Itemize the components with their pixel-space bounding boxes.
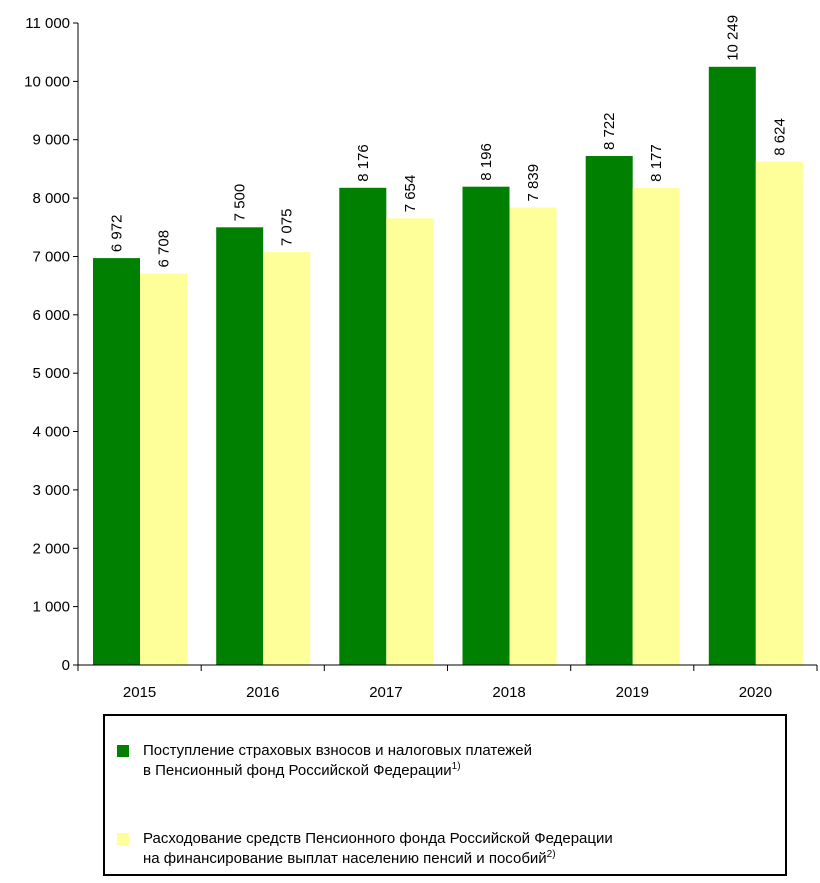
y-tick-label: 9 000 xyxy=(32,132,70,149)
y-tick-label: 7 000 xyxy=(32,249,70,266)
bar-receipts-2017 xyxy=(339,187,387,666)
x-tick-label-2019: 2019 xyxy=(616,684,649,701)
data-label-expenditure-2018: 7 839 xyxy=(525,164,542,202)
bar-expenditure-2016 xyxy=(263,252,311,665)
bar-receipts-2015 xyxy=(93,258,140,665)
footnote-1: 1) xyxy=(451,761,461,772)
y-tick-label: 4 000 xyxy=(32,424,70,441)
legend-text-receipts: Поступление страховых взносов и налоговы… xyxy=(143,741,532,781)
legend-item-receipts: Поступление страховых взносов и налоговы… xyxy=(117,741,532,781)
data-label-expenditure-2019: 8 177 xyxy=(648,144,665,182)
bar-receipts-2018 xyxy=(462,186,510,665)
legend-receipts-line1: Поступление страховых взносов и налоговы… xyxy=(143,742,533,759)
footnote-2: 2) xyxy=(546,849,556,860)
legend-expenditure-line2: на финансирование выплат населению пенси… xyxy=(143,850,547,867)
y-tick-label: 0 xyxy=(62,657,70,674)
data-label-receipts-2020: 10 249 xyxy=(724,15,741,61)
data-label-receipts-2016: 7 500 xyxy=(232,184,249,222)
legend-item-expenditure: Расходование средств Пенсионного фонда Р… xyxy=(117,829,613,869)
bars-group xyxy=(93,66,803,666)
bar-receipts-2020 xyxy=(708,66,756,666)
bar-expenditure-2019 xyxy=(632,187,680,666)
legend: Поступление страховых взносов и налоговы… xyxy=(103,714,787,876)
data-label-receipts-2017: 8 176 xyxy=(355,144,372,182)
legend-swatch-yellow xyxy=(117,833,129,845)
data-label-expenditure-2017: 7 654 xyxy=(402,175,419,213)
bar-expenditure-2015 xyxy=(140,273,187,665)
y-tick-label: 2 000 xyxy=(32,540,70,557)
data-labels-group: 6 972 6 708 7 500 7 075 8 176 7 654 8 196 7 839… xyxy=(109,15,789,268)
y-tick-label: 1 000 xyxy=(32,599,70,616)
bar-chart: 6 972 6 708 7 500 7 075 8 176 7 654 8 196 7 839… xyxy=(24,15,818,701)
legend-receipts-line2: в Пенсионный фонд Российской Федерации xyxy=(143,762,452,779)
bar-receipts-2016 xyxy=(216,227,264,666)
legend-text-expenditure: Расходование средств Пенсионного фонда Р… xyxy=(143,829,613,869)
y-tick-label: 8 000 xyxy=(32,190,70,207)
legend-swatch-green xyxy=(117,745,129,757)
axes-group: 2015 2016 2017 2018 2019 2020 0 1 000 2 000 3 000… xyxy=(24,15,818,701)
y-tick-label: 10 000 xyxy=(24,73,70,90)
y-tick-label: 6 000 xyxy=(32,307,70,324)
bar-expenditure-2017 xyxy=(386,218,434,666)
data-label-receipts-2015: 6 972 xyxy=(109,215,126,253)
legend-expenditure-line1: Расходование средств Пенсионного фонда Р… xyxy=(143,830,613,847)
bar-expenditure-2020 xyxy=(755,161,803,665)
x-tick-label-2018: 2018 xyxy=(492,684,525,701)
data-label-receipts-2018: 8 196 xyxy=(478,143,495,181)
data-label-expenditure-2015: 6 708 xyxy=(156,230,173,268)
x-tick-label-2017: 2017 xyxy=(369,684,402,701)
y-tick-label: 3 000 xyxy=(32,482,70,499)
data-label-expenditure-2020: 8 624 xyxy=(771,118,788,156)
x-tick-label-2015: 2015 xyxy=(123,684,156,701)
data-label-receipts-2019: 8 722 xyxy=(601,112,618,150)
data-label-expenditure-2016: 7 075 xyxy=(279,209,296,247)
bar-expenditure-2018 xyxy=(509,207,557,665)
x-tick-label-2020: 2020 xyxy=(739,684,772,701)
bar-receipts-2019 xyxy=(585,156,633,665)
y-tick-label: 5 000 xyxy=(32,365,70,382)
y-tick-label: 11 000 xyxy=(25,15,70,32)
x-tick-label-2016: 2016 xyxy=(246,684,279,701)
